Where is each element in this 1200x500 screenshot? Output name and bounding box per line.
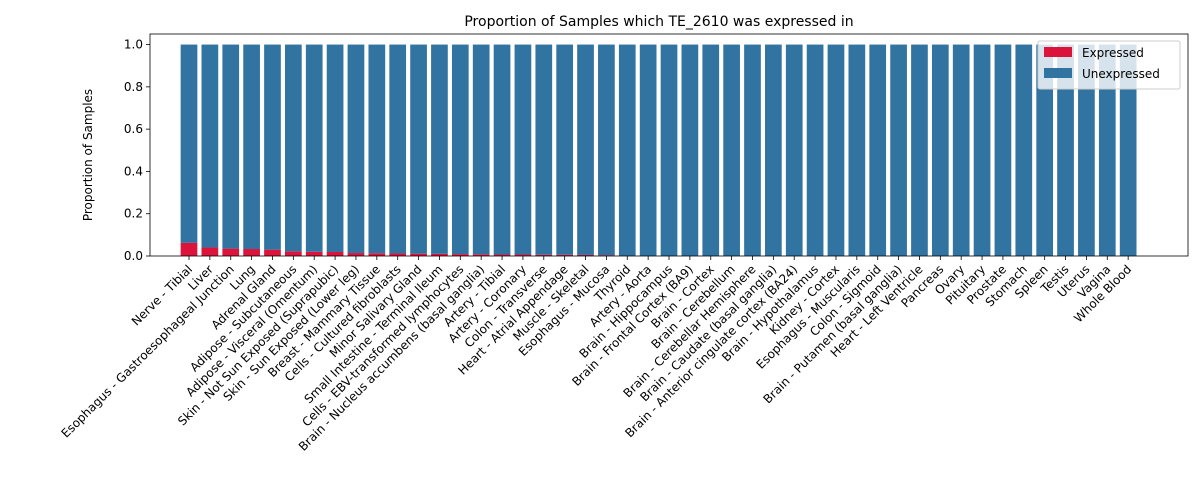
legend: Expressed Unexpressed: [1037, 40, 1181, 90]
bar-expressed-14: [472, 254, 490, 256]
bar-unexpressed-28: [765, 44, 782, 256]
y-tick-label: 0.4: [124, 164, 143, 178]
legend-box: [1037, 40, 1181, 90]
bar-unexpressed-14: [472, 44, 490, 255]
bar-unexpressed-22: [639, 44, 657, 256]
bar-unexpressed-4: [264, 44, 281, 250]
bar-unexpressed-36: [931, 44, 949, 256]
bar-unexpressed-2: [222, 44, 240, 249]
legend-label-expressed: Expressed: [1082, 46, 1144, 60]
bar-unexpressed-9: [368, 44, 386, 254]
bar-unexpressed-24: [681, 44, 699, 256]
bar-expressed-19: [577, 254, 594, 256]
y-tick-label: 0.6: [124, 122, 143, 136]
bar-unexpressed-42: [1057, 44, 1074, 256]
bar-unexpressed-20: [598, 44, 615, 256]
bar-expressed-0: [180, 242, 198, 256]
y-axis-label: Proportion of Samples: [81, 89, 95, 221]
bar-unexpressed-8: [347, 44, 365, 254]
bar-expressed-9: [368, 253, 386, 256]
bar-expressed-1: [201, 247, 219, 256]
bar-unexpressed-19: [577, 44, 594, 255]
bar-expressed-5: [285, 251, 302, 256]
bar-unexpressed-7: [326, 44, 344, 252]
bar-unexpressed-31: [827, 44, 845, 256]
bar-unexpressed-3: [243, 44, 260, 250]
bar-unexpressed-15: [493, 44, 511, 255]
bar-unexpressed-10: [389, 44, 407, 254]
bar-unexpressed-44: [1098, 44, 1116, 256]
bar-expressed-15: [493, 254, 511, 256]
bar-expressed-10: [389, 253, 407, 256]
bar-expressed-7: [326, 251, 344, 256]
bar-unexpressed-18: [556, 44, 574, 255]
bar-unexpressed-37: [952, 44, 970, 256]
bar-unexpressed-27: [744, 44, 761, 256]
bar-expressed-2: [222, 248, 240, 256]
bar-unexpressed-23: [660, 44, 678, 256]
bar-unexpressed-39: [994, 44, 1012, 256]
bar-expressed-13: [451, 254, 469, 256]
bar-unexpressed-1: [201, 44, 219, 248]
y-tick-label: 0.2: [124, 207, 143, 221]
bar-unexpressed-40: [1015, 44, 1033, 256]
y-axis: 0.0 0.2 0.4 0.6 0.8 1.0: [124, 38, 150, 263]
bar-unexpressed-25: [702, 44, 720, 256]
bar-unexpressed-21: [618, 44, 636, 256]
bar-expressed-11: [410, 253, 427, 256]
bar-expressed-4: [264, 249, 281, 256]
y-tick-label: 1.0: [124, 38, 143, 52]
y-tick-label: 0.0: [124, 249, 143, 263]
bar-unexpressed-38: [973, 44, 991, 256]
bar-unexpressed-17: [535, 44, 553, 255]
legend-label-unexpressed: Unexpressed: [1082, 67, 1160, 81]
bar-unexpressed-29: [785, 44, 803, 256]
bar-unexpressed-6: [305, 44, 323, 252]
bar-expressed-20: [598, 255, 615, 256]
bar-unexpressed-43: [1078, 44, 1095, 256]
y-tick-label: 0.8: [124, 80, 143, 94]
bar-unexpressed-45: [1119, 44, 1137, 256]
bar-unexpressed-26: [723, 44, 740, 256]
bar-unexpressed-13: [451, 44, 469, 255]
bar-unexpressed-41: [1036, 44, 1054, 256]
plot-frame: [149, 33, 1189, 257]
bar-unexpressed-30: [806, 44, 824, 256]
bar-expressed-17: [535, 254, 553, 256]
bar-unexpressed-16: [514, 44, 532, 255]
bar-unexpressed-32: [848, 44, 866, 256]
bar-unexpressed-11: [410, 44, 427, 254]
bar-expressed-8: [347, 253, 365, 256]
bar-unexpressed-12: [431, 44, 448, 254]
bar-unexpressed-35: [911, 44, 928, 256]
bar-unexpressed-34: [890, 44, 907, 256]
legend-swatch-unexpressed: [1044, 68, 1072, 78]
bar-expressed-18: [556, 254, 574, 256]
bar-unexpressed-5: [285, 44, 302, 252]
bar-unexpressed-33: [869, 44, 887, 256]
bar-expressed-6: [305, 251, 323, 256]
legend-swatch-expressed: [1044, 47, 1072, 57]
bars: [180, 44, 1137, 256]
bar-unexpressed-0: [180, 44, 198, 243]
chart-title: Proportion of Samples which TE_2610 was …: [464, 14, 853, 30]
bar-expressed-3: [243, 249, 260, 256]
bar-expressed-16: [514, 254, 532, 256]
bar-expressed-12: [431, 253, 448, 256]
